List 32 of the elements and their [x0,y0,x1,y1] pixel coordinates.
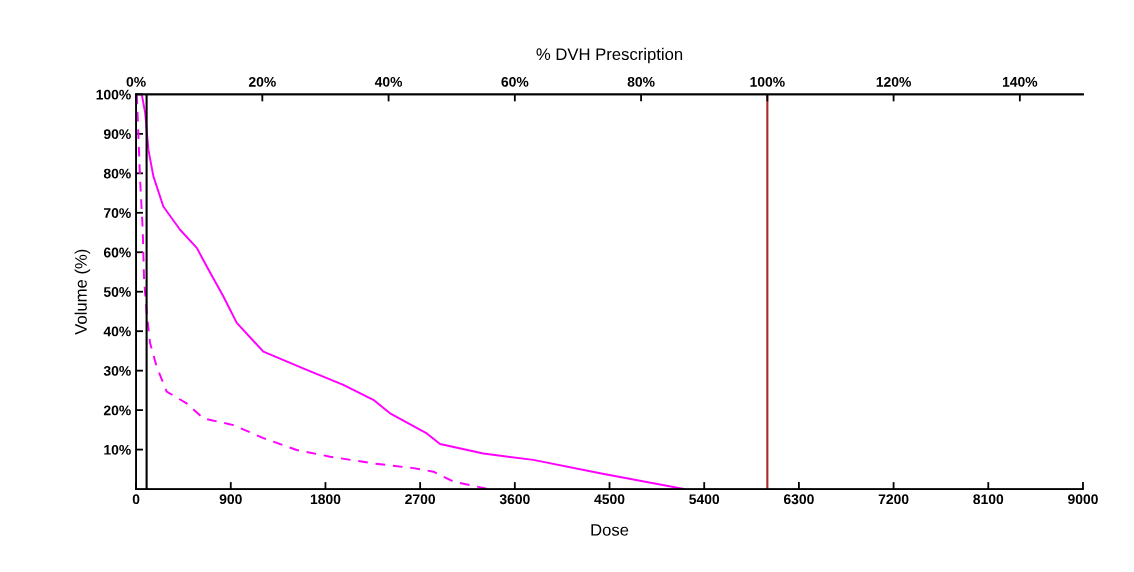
x2-tick-label: 20% [248,76,276,87]
y-tick-label: 70% [104,208,131,218]
x2-tick-label: 60% [501,76,529,87]
x-tick-label: 1800 [310,494,341,505]
x-axis-title: Dose [591,524,629,536]
y-tick-label: 30% [103,365,131,376]
x-tick-label: 2700 [405,494,436,505]
y-tick-label: 10% [104,444,131,455]
y-tick-label: 90% [103,129,131,140]
x-tick-label: 0 [132,494,140,505]
x-tick-label: 5400 [689,494,720,505]
y-tick-label: 80% [103,168,131,179]
y-tick-label: 60% [103,247,131,258]
x-tick-label: 8100 [973,494,1004,505]
x-tick-label: 9000 [1068,494,1098,505]
y-tick-label: 50% [103,287,131,297]
y-tick-label: 40% [103,326,131,337]
x-tick-label: 6300 [783,494,814,505]
x2-tick-label: 80% [627,76,655,87]
y-tick-label: 20% [103,405,131,416]
x2-tick-label: 120% [876,76,911,87]
x2-tick-label: 100% [750,76,785,87]
x2-axis-title: % DVH Prescription [536,47,683,64]
x2-tick-label: 0% [126,76,146,87]
x-tick-label: 4500 [594,494,625,505]
x-tick-label: 7200 [878,494,909,505]
y-tick-label: 100% [96,89,131,100]
x2-tick-label: 40% [374,76,403,87]
x-tick-label: 900 [219,494,242,505]
y-axis-title: Volume (%) [74,249,91,335]
x2-tick-label: 140% [1002,76,1038,87]
x-tick-label: 3600 [499,494,530,505]
